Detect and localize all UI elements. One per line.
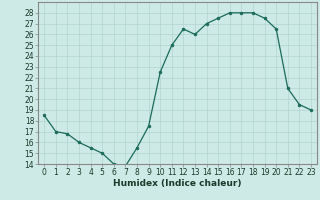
X-axis label: Humidex (Indice chaleur): Humidex (Indice chaleur) — [113, 179, 242, 188]
